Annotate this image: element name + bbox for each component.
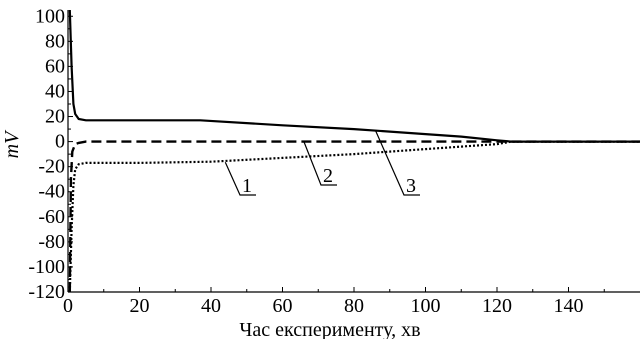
series-3-line <box>68 9 640 143</box>
series-1-line <box>68 140 640 293</box>
x-tick-label: 0 <box>63 295 73 317</box>
callout-label-2: 2 <box>323 165 333 187</box>
y-tick-label: -60 <box>38 206 65 228</box>
callouts: 1 2 3 <box>224 130 420 197</box>
callout-label-3: 3 <box>406 175 416 197</box>
y-tick-label: 20 <box>45 106 65 128</box>
y-tick-label: -20 <box>38 156 65 178</box>
y-tick-label: -120 <box>28 281 65 303</box>
x-tick-label: 120 <box>482 295 512 317</box>
x-tick-label: 100 <box>411 295 441 317</box>
x-tick-label: 140 <box>554 295 584 317</box>
y-tick-label: 100 <box>35 5 65 27</box>
x-axis-label: Час експерименту, хв <box>239 319 420 339</box>
y-tick-label: 60 <box>45 55 65 77</box>
y-tick-label: -80 <box>38 231 65 253</box>
y-axis-label: mV <box>1 129 23 158</box>
y-tick-label: 80 <box>45 30 65 52</box>
callout-leader-1 <box>224 162 256 196</box>
series-layer <box>68 9 640 293</box>
callout-label-1: 1 <box>242 175 252 197</box>
y-tick-label: -100 <box>28 256 65 278</box>
y-tick-label: -40 <box>38 181 65 203</box>
y-tick-label: 40 <box>45 80 65 102</box>
x-tick-label: 80 <box>344 295 364 317</box>
y-tick-label: 0 <box>55 131 65 153</box>
x-tick-label: 40 <box>201 295 221 317</box>
callout-leader-3 <box>374 130 420 196</box>
series-2-line <box>68 140 640 293</box>
x-tick-label: 60 <box>273 295 293 317</box>
callout-leader-2 <box>303 141 337 186</box>
x-tick-label: 20 <box>130 295 150 317</box>
